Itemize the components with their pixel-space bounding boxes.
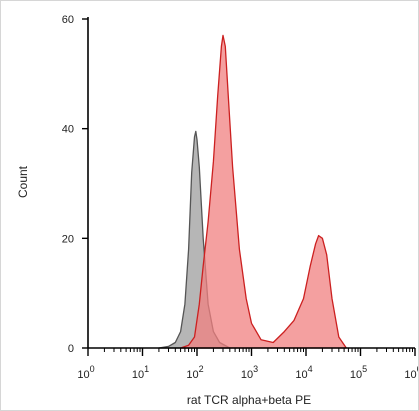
x-tick-label: 103 xyxy=(241,364,258,381)
y-tick-label: 60 xyxy=(62,14,74,26)
axes-layer: 0 20 40 60 100 101 102 103 104 105 106 xyxy=(62,14,418,381)
y-axis-title: Count xyxy=(16,165,30,198)
x-tick-label: 102 xyxy=(186,364,203,381)
y-tick-label: 40 xyxy=(62,124,74,136)
histogram-series-2 xyxy=(179,34,347,349)
series-layer xyxy=(158,34,347,349)
x-axis-title: rat TCR alpha+beta PE xyxy=(187,393,311,407)
y-tick-label: 20 xyxy=(62,233,74,245)
x-tick-label: 106 xyxy=(404,364,418,381)
x-tick-label: 101 xyxy=(132,364,149,381)
x-tick-label: 100 xyxy=(77,364,94,381)
x-tick-label: 104 xyxy=(295,364,312,381)
x-tick-label: 105 xyxy=(350,364,367,381)
y-tick-label: 0 xyxy=(68,343,74,355)
